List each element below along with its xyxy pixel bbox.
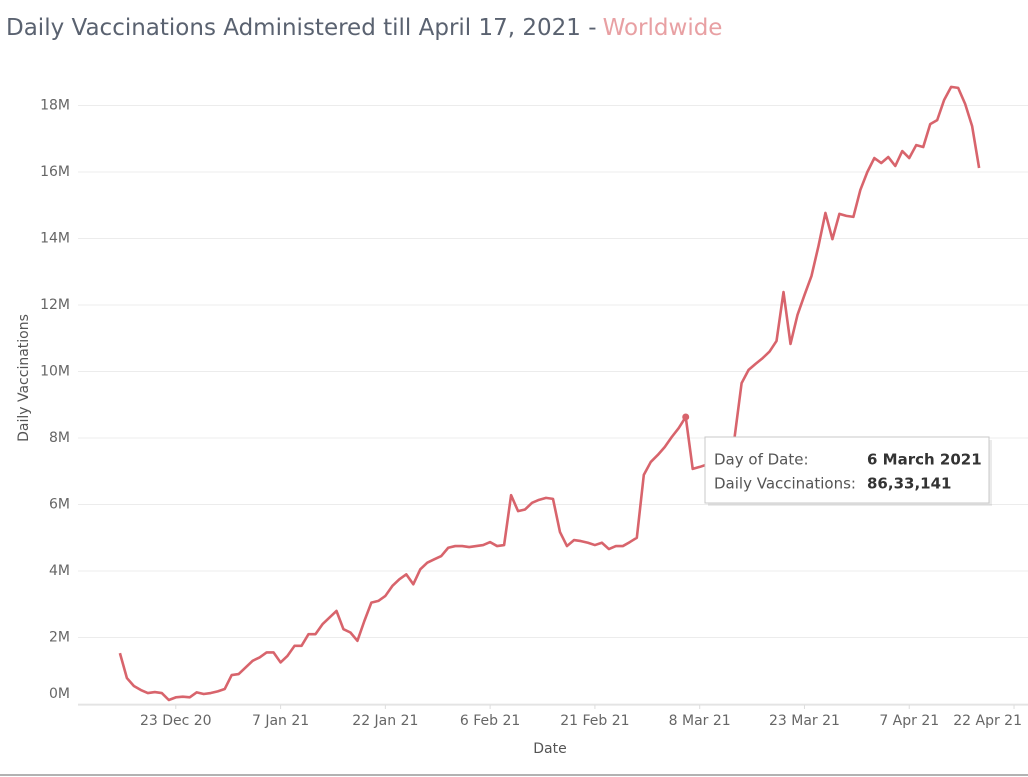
y-axis-title: Daily Vaccinations: [16, 314, 32, 442]
x-tick-label: 6 Feb 21: [460, 713, 520, 729]
tooltip-label: Day of Date:: [714, 451, 809, 469]
y-tick-label: 14M: [40, 231, 70, 247]
x-tick-label: 8 Mar 21: [669, 713, 731, 729]
y-tick-label: 18M: [40, 98, 70, 114]
tooltip-label: Daily Vaccinations:: [714, 475, 856, 493]
y-tick-label: 16M: [40, 164, 70, 180]
title-highlight: Worldwide: [603, 15, 723, 41]
x-tick-label: 23 Dec 20: [140, 713, 212, 729]
tooltip-box: [704, 436, 990, 504]
x-tick-label: 7 Apr 21: [879, 713, 939, 729]
tooltip-value: 6 March 2021: [867, 451, 982, 469]
data-line: [118, 85, 981, 702]
tooltip: Day of Date: 6 March 2021 Daily Vaccinatio…: [704, 436, 992, 506]
title-main: Daily Vaccinations Administered till Apr…: [6, 15, 596, 41]
x-tick-label: 22 Apr 21: [953, 713, 1022, 729]
x-tick-label: 21 Feb 21: [560, 713, 629, 729]
y-tick-label: 6M: [49, 497, 70, 513]
tooltip-value: 86,33,141: [867, 475, 951, 493]
x-tick-label: 7 Jan 21: [252, 713, 309, 729]
y-tick-label: 12M: [40, 297, 70, 313]
chart-title: Daily Vaccinations Administered till Apr…: [6, 15, 722, 41]
y-tick-label: 8M: [49, 430, 70, 446]
highlight-point: [682, 413, 690, 421]
y-tick-label: 2M: [49, 630, 70, 646]
y-tick-label: 4M: [49, 563, 70, 579]
y-tick-label: 0M: [49, 686, 70, 702]
y-tick-label: 10M: [40, 364, 70, 380]
x-tick-label: 22 Jan 21: [352, 713, 418, 729]
x-tick-label: 23 Mar 21: [769, 713, 840, 729]
x-axis-title: Date: [533, 741, 566, 757]
